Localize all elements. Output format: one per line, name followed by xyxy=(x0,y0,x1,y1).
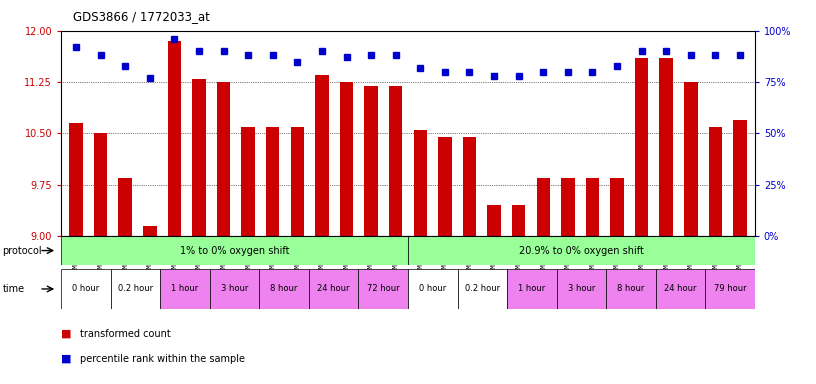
Bar xyxy=(438,137,452,236)
Bar xyxy=(512,205,526,236)
Bar xyxy=(358,269,408,309)
Bar xyxy=(463,137,477,236)
Bar xyxy=(635,58,649,236)
Bar xyxy=(160,269,210,309)
Bar xyxy=(61,236,408,265)
Text: 24 hour: 24 hour xyxy=(317,285,350,293)
Bar xyxy=(290,127,304,236)
Text: protocol: protocol xyxy=(2,245,42,256)
Bar xyxy=(61,269,111,309)
Bar xyxy=(734,120,747,236)
Text: 1% to 0% oxygen shift: 1% to 0% oxygen shift xyxy=(180,245,290,256)
Bar xyxy=(266,127,280,236)
Text: 1 hour: 1 hour xyxy=(518,285,545,293)
Bar xyxy=(315,75,329,236)
Bar xyxy=(193,79,206,236)
Bar xyxy=(659,58,673,236)
Text: 3 hour: 3 hour xyxy=(568,285,595,293)
Text: ■: ■ xyxy=(61,354,72,364)
Bar xyxy=(259,269,309,309)
Bar xyxy=(217,82,230,236)
Bar xyxy=(414,130,427,236)
Bar xyxy=(705,269,755,309)
Bar xyxy=(557,269,606,309)
Bar xyxy=(242,127,255,236)
Text: 8 hour: 8 hour xyxy=(617,285,645,293)
Bar xyxy=(339,82,353,236)
Bar xyxy=(408,236,755,265)
Bar xyxy=(458,269,507,309)
Bar xyxy=(94,133,108,236)
Bar xyxy=(487,205,501,236)
Text: 8 hour: 8 hour xyxy=(270,285,298,293)
Text: 20.9% to 0% oxygen shift: 20.9% to 0% oxygen shift xyxy=(519,245,644,256)
Bar xyxy=(708,127,722,236)
Bar xyxy=(586,178,599,236)
Bar xyxy=(118,178,132,236)
Text: GDS3866 / 1772033_at: GDS3866 / 1772033_at xyxy=(73,10,211,23)
Bar xyxy=(143,226,157,236)
Text: transformed count: transformed count xyxy=(80,329,171,339)
Bar xyxy=(610,178,623,236)
Text: 0 hour: 0 hour xyxy=(419,285,446,293)
Text: 72 hour: 72 hour xyxy=(367,285,400,293)
Bar xyxy=(606,269,656,309)
Text: 79 hour: 79 hour xyxy=(714,285,747,293)
Bar xyxy=(408,269,458,309)
Text: 0 hour: 0 hour xyxy=(73,285,100,293)
Bar xyxy=(309,269,358,309)
Text: ■: ■ xyxy=(61,329,72,339)
Bar xyxy=(364,86,378,236)
Text: 1 hour: 1 hour xyxy=(171,285,198,293)
Bar xyxy=(389,86,402,236)
Bar xyxy=(561,178,574,236)
Text: percentile rank within the sample: percentile rank within the sample xyxy=(80,354,245,364)
Bar xyxy=(536,178,550,236)
Text: 0.2 hour: 0.2 hour xyxy=(118,285,153,293)
Bar xyxy=(507,269,557,309)
Text: 3 hour: 3 hour xyxy=(221,285,248,293)
Text: 24 hour: 24 hour xyxy=(664,285,697,293)
Bar xyxy=(210,269,259,309)
Bar xyxy=(69,123,82,236)
Text: 0.2 hour: 0.2 hour xyxy=(465,285,500,293)
Bar xyxy=(656,269,705,309)
Text: time: time xyxy=(2,284,24,294)
Bar xyxy=(111,269,160,309)
Bar xyxy=(167,41,181,236)
Bar xyxy=(684,82,698,236)
